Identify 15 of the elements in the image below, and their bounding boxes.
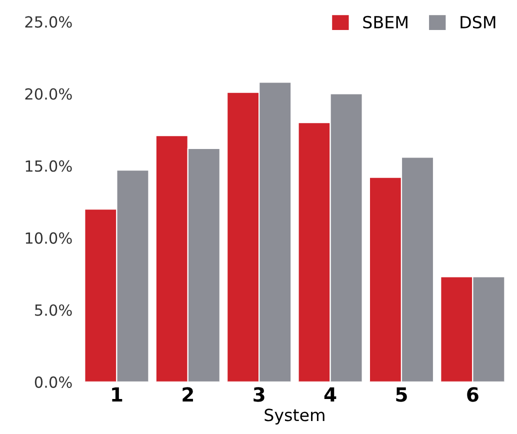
y-tick-label: 0.0% [34, 376, 72, 388]
x-tick-label: 6 [467, 387, 478, 402]
x-axis-title: System [264, 408, 324, 425]
y-tick-label: 10.0% [26, 232, 72, 244]
x-tick-label: 4 [324, 387, 336, 402]
x-tick-label: 2 [182, 387, 193, 402]
y-tick-label: 15.0% [26, 160, 72, 172]
x-tick-label: 3 [254, 387, 264, 402]
legend-label: DSM [460, 16, 496, 28]
y-tick-label: 5.0% [35, 304, 72, 316]
legend-label: SBEM [363, 16, 408, 28]
x-tick-label: 5 [396, 387, 407, 402]
y-tick-label: 20.0% [25, 88, 72, 100]
x-tick-label: 1 [112, 387, 122, 402]
y-tick-label: 25.0% [25, 16, 72, 28]
